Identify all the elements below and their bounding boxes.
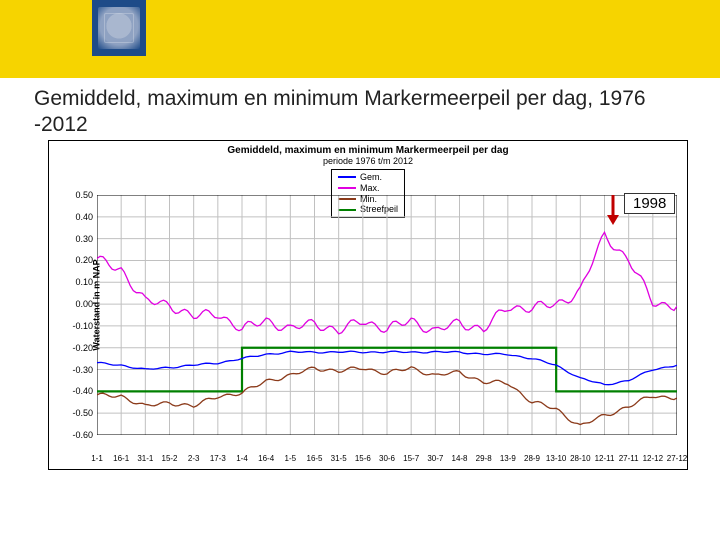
arrow-icon bbox=[604, 195, 622, 225]
legend-item: Gem. bbox=[338, 172, 398, 183]
legend-label: Gem. bbox=[360, 172, 382, 183]
annotation-label: 1998 bbox=[633, 195, 666, 212]
annotation-1998: 1998 bbox=[624, 193, 675, 214]
chart-svg bbox=[97, 195, 677, 435]
chart-subtitle: periode 1976 t/m 2012 bbox=[49, 156, 687, 166]
chart-title: Gemiddeld, maximum en minimum Markermeer… bbox=[49, 141, 687, 156]
gov-crest-bar bbox=[92, 0, 146, 56]
chart-container: Gemiddeld, maximum en minimum Markermeer… bbox=[48, 140, 688, 470]
plot-area bbox=[97, 195, 677, 435]
slide-root: Gemiddeld, maximum en minimum Markermeer… bbox=[0, 0, 720, 540]
legend-item: Max. bbox=[338, 183, 398, 194]
legend-swatch bbox=[338, 176, 356, 178]
crest-icon bbox=[98, 7, 140, 49]
legend-label: Max. bbox=[360, 183, 380, 194]
page-title: Gemiddeld, maximum en minimum Markermeer… bbox=[34, 86, 686, 139]
legend-swatch bbox=[338, 187, 356, 189]
